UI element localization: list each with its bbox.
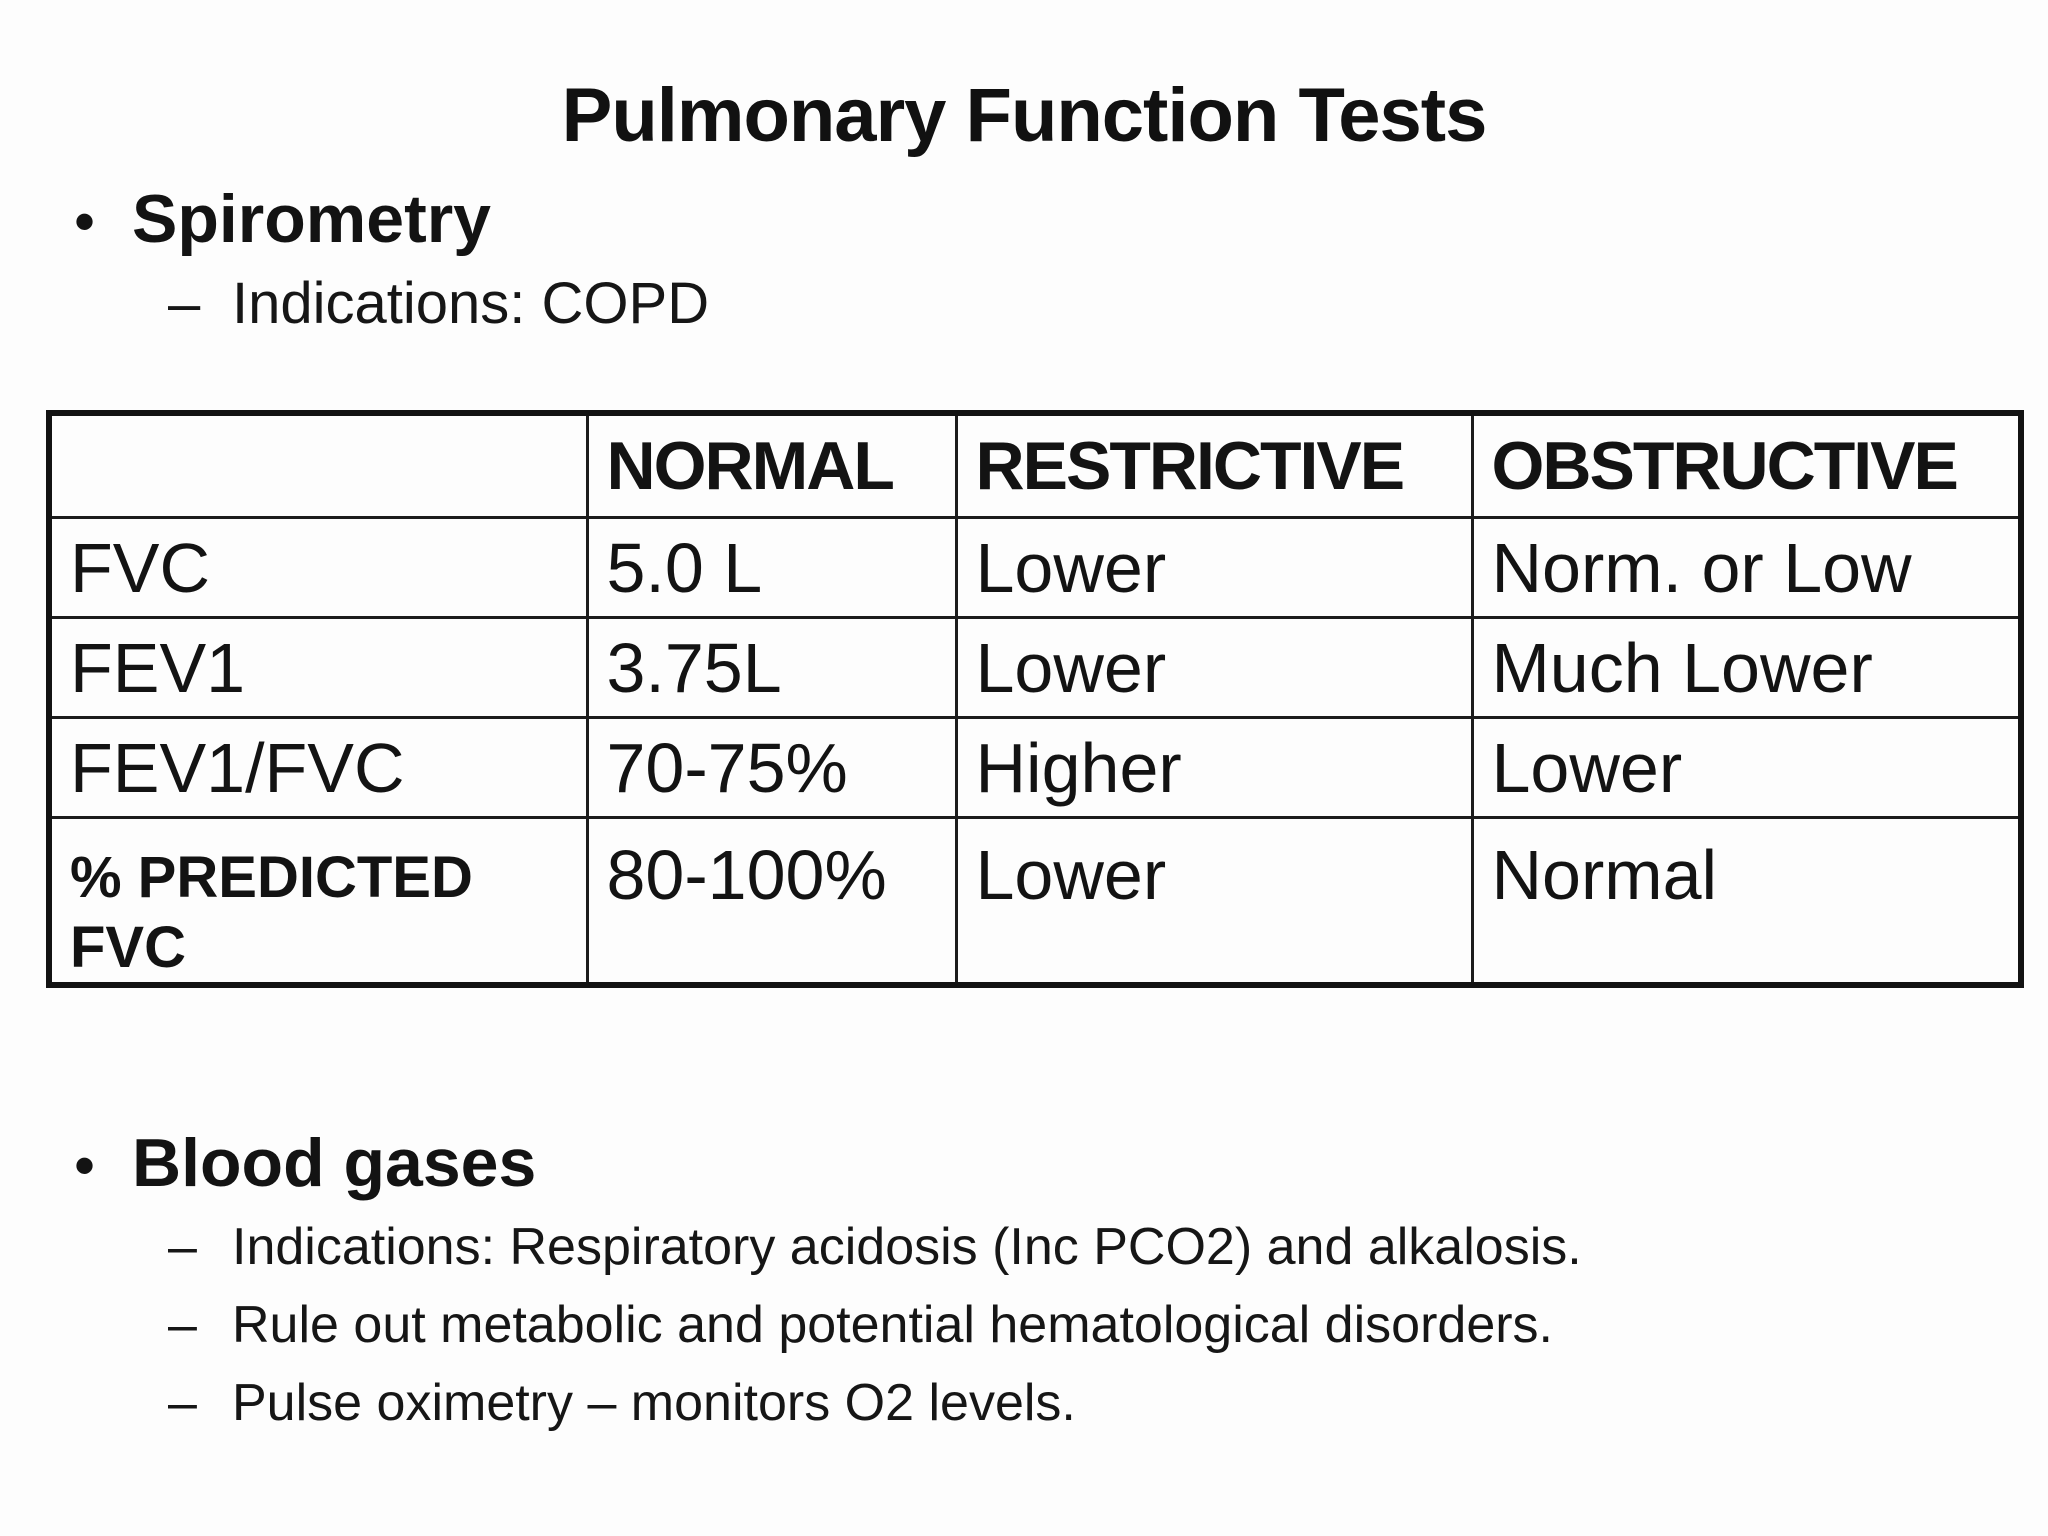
cell-fev1-fvc-obstructive: Lower bbox=[1470, 716, 2023, 819]
pft-table: NORMAL RESTRICTIVE OBSTRUCTIVE FVC 5.0 L… bbox=[46, 410, 2024, 989]
dash-icon: – bbox=[168, 1218, 197, 1277]
bullet-label-spirometry: Spirometry bbox=[132, 181, 491, 257]
subitem-rule-out: Rule out metabolic and potential hematol… bbox=[232, 1296, 1553, 1355]
bullet-icon: • bbox=[74, 188, 96, 255]
dash-icon: – bbox=[168, 271, 201, 337]
dash-icon: – bbox=[168, 1296, 197, 1355]
table-row-pct-predicted-fvc: % PREDICTED FVC 80-100% Lower Normal bbox=[47, 816, 2023, 987]
cell-fev1-obstructive: Much Lower bbox=[1470, 616, 2023, 719]
bullet-icon: • bbox=[74, 1132, 96, 1199]
slide-title: Pulmonary Function Tests bbox=[561, 73, 1488, 158]
dash-icon: – bbox=[168, 1374, 197, 1433]
cell-pct-predicted-restrictive: Lower bbox=[954, 816, 1474, 987]
header-cell-empty bbox=[47, 411, 589, 519]
cell-fvc-obstructive: Norm. or Low bbox=[1470, 516, 2023, 619]
subitem-row-pulse-oximetry: – Pulse oximetry – monitors O2 levels. bbox=[168, 1371, 1582, 1436]
cell-fvc-restrictive: Lower bbox=[954, 516, 1474, 619]
section-blood-gases: • Blood gases – Indications: Respiratory… bbox=[74, 1124, 1582, 1436]
cell-fev1-restrictive: Lower bbox=[954, 616, 1474, 719]
header-cell-obstructive: OBSTRUCTIVE bbox=[1470, 411, 2023, 519]
subitem-pulse-oximetry: Pulse oximetry – monitors O2 levels. bbox=[232, 1374, 1076, 1433]
subitem-row-indications-copd: – Indications: COPD bbox=[168, 268, 709, 341]
cell-pct-predicted-obstructive: Normal bbox=[1470, 816, 2023, 987]
row-label-fev1: FEV1 bbox=[47, 616, 589, 719]
subitem-row-rule-out: – Rule out metabolic and potential hemat… bbox=[168, 1293, 1582, 1358]
bullet-row-blood-gases: • Blood gases bbox=[74, 1124, 1582, 1202]
subitem-indications-copd: Indications: COPD bbox=[232, 271, 710, 337]
subitem-indications-acidosis: Indications: Respiratory acidosis (Inc P… bbox=[232, 1218, 1582, 1277]
table-row-fev1-fvc: FEV1/FVC 70-75% Higher Lower bbox=[47, 716, 2023, 819]
cell-pct-predicted-normal: 80-100% bbox=[585, 816, 958, 987]
subitem-row-indications-acidosis: – Indications: Respiratory acidosis (Inc… bbox=[168, 1215, 1582, 1280]
table-row-fvc: FVC 5.0 L Lower Norm. or Low bbox=[47, 516, 2023, 619]
row-label-pct-predicted-fvc: % PREDICTED FVC bbox=[47, 816, 589, 987]
cell-fev1-fvc-restrictive: Higher bbox=[954, 716, 1474, 819]
cell-fvc-normal: 5.0 L bbox=[585, 516, 958, 619]
header-cell-normal: NORMAL bbox=[585, 411, 958, 519]
table-row-fev1: FEV1 3.75L Lower Much Lower bbox=[47, 616, 2023, 719]
table-header-row: NORMAL RESTRICTIVE OBSTRUCTIVE bbox=[47, 411, 2023, 519]
header-cell-restrictive: RESTRICTIVE bbox=[954, 411, 1474, 519]
cell-fev1-fvc-normal: 70-75% bbox=[585, 716, 958, 819]
row-label-fev1-fvc: FEV1/FVC bbox=[47, 716, 589, 819]
cell-fev1-normal: 3.75L bbox=[585, 616, 958, 719]
bullet-label-blood-gases: Blood gases bbox=[132, 1125, 537, 1201]
row-label-fvc: FVC bbox=[47, 516, 589, 619]
bullet-row-spirometry: • Spirometry bbox=[74, 180, 709, 258]
section-spirometry: • Spirometry – Indications: COPD bbox=[74, 180, 709, 341]
